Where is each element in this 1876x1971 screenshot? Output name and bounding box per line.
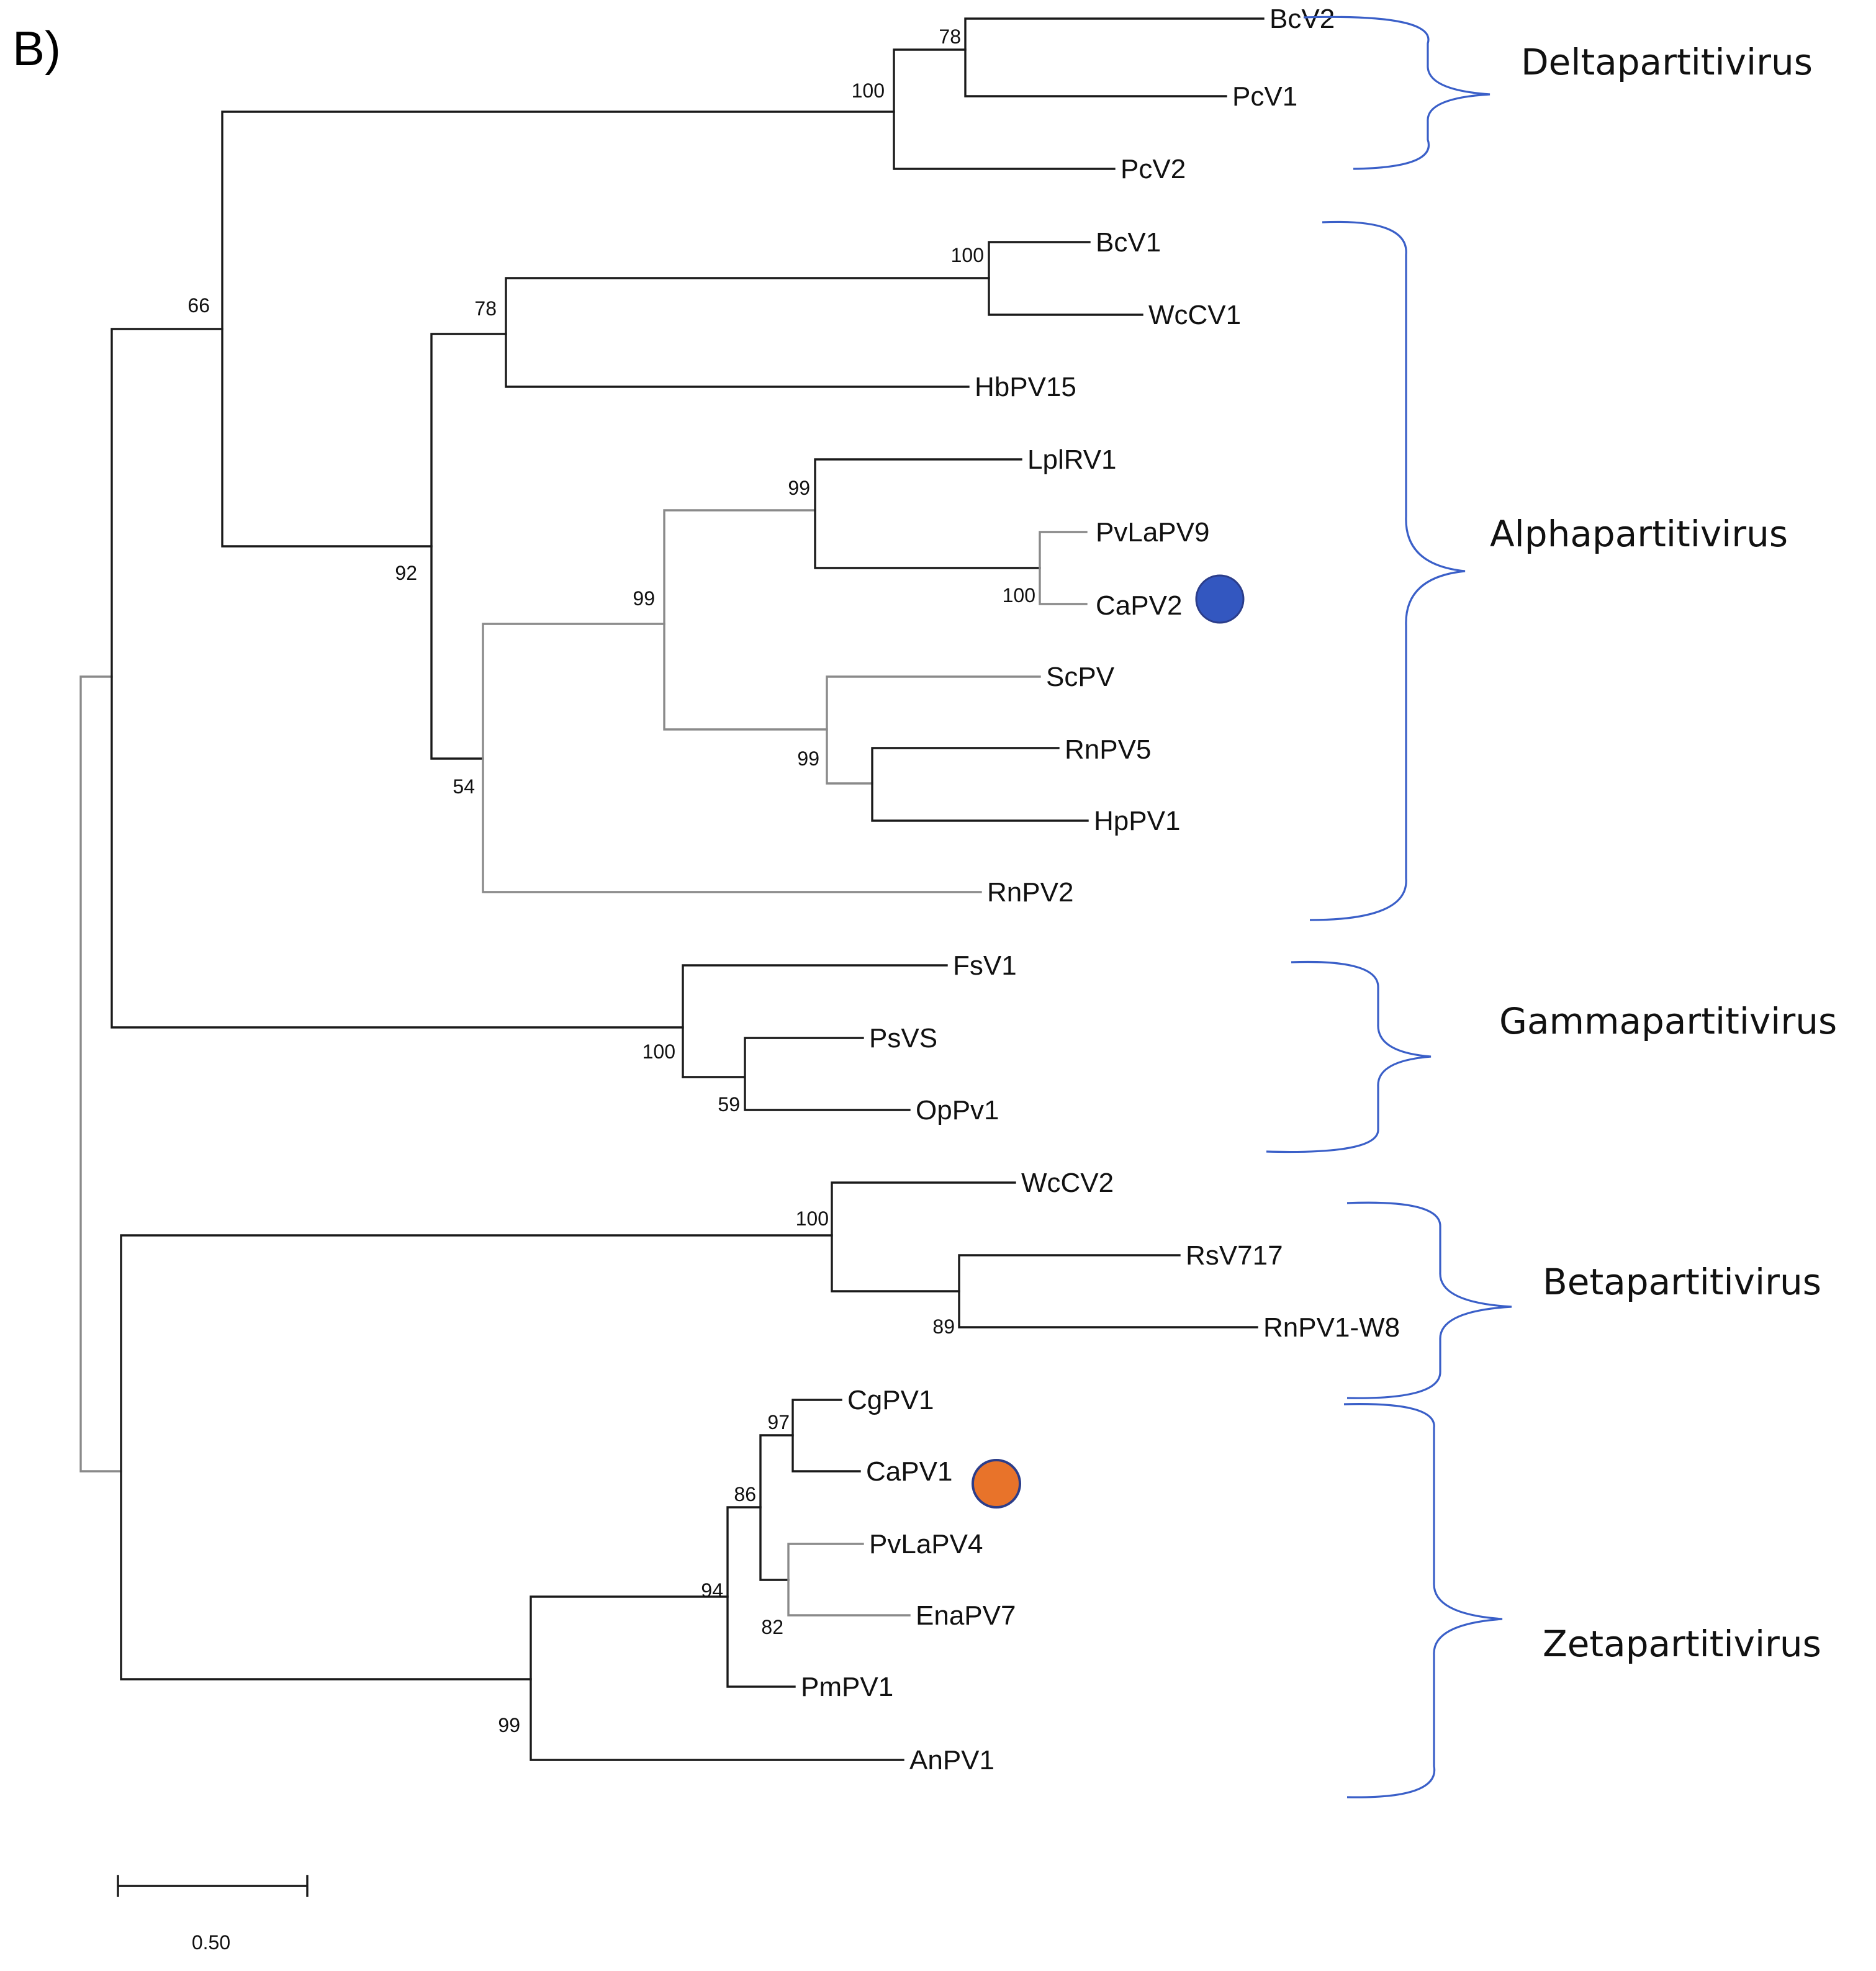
leaf-label: BcV1	[1096, 227, 1161, 258]
bootstrap-value: 99	[788, 477, 810, 499]
bootstrap-value: 54	[453, 775, 475, 798]
branch-rsv-rnpv1	[958, 1254, 1258, 1328]
leaf-label: PvLaPV9	[1096, 517, 1209, 548]
branch-delta-alpha	[221, 111, 895, 548]
leaf-label: WcCV1	[1148, 300, 1241, 330]
bootstrap-value: 78	[939, 25, 961, 48]
branch-zeta-mid	[726, 1506, 796, 1688]
bootstrap-value: 100	[951, 244, 984, 266]
bootstrap-value: 99	[633, 587, 655, 610]
branch-psvs-oppv1	[682, 1037, 911, 1111]
branch-bcv2-pcv1	[964, 17, 1265, 97]
scale-bar: 0.50	[117, 1875, 309, 1954]
branch-pvla9-capv2	[1039, 531, 1088, 605]
leaf-label: RnPV5	[1065, 734, 1151, 765]
branch-bcv1-wccv1	[988, 241, 1143, 316]
leaf-label: CaPV1	[866, 1456, 952, 1487]
leaf-label: CaPV2	[1096, 590, 1182, 621]
tree-branches	[79, 17, 1265, 1761]
bootstrap-value: 66	[187, 294, 210, 317]
scale-bar-label: 0.50	[192, 1931, 230, 1954]
bootstrap-value: 94	[701, 1579, 723, 1602]
branch-delta	[893, 48, 1116, 170]
clade-braces	[1266, 16, 1512, 1798]
capv2-marker	[1195, 574, 1245, 624]
leaf-label: PmPV1	[801, 1672, 893, 1702]
alpha-brace	[1309, 220, 1466, 921]
leaf-label: AnPV1	[909, 1745, 994, 1775]
zeta-brace	[1343, 1403, 1503, 1798]
clade-label-gamma: Gammapartitivirus	[1499, 1000, 1837, 1042]
clade-label-alpha: Alphapartitivirus	[1490, 513, 1788, 555]
root-branch	[79, 675, 122, 1473]
leaf-label: FsV1	[953, 950, 1017, 981]
bootstrap-value: 92	[395, 562, 417, 584]
branch-sc-group	[826, 675, 1041, 785]
leaf-label: LplRV1	[1027, 444, 1117, 475]
leaf-label: HpPV1	[1094, 806, 1180, 836]
bootstrap-value: 78	[474, 297, 497, 320]
bootstrap-values: 78 100 66 100 78 92 99 100 99 99 54 100 …	[187, 25, 1035, 1736]
branch-lpl-group	[814, 458, 1041, 569]
bootstrap-value: 100	[796, 1207, 829, 1230]
branch-alpha-inner	[663, 509, 828, 731]
leaf-label: PvLaPV4	[869, 1529, 983, 1559]
bootstrap-value: 97	[767, 1411, 790, 1433]
leaf-label: ScPV	[1046, 662, 1115, 692]
branch-upper-clade	[110, 328, 684, 1029]
leaf-label: RnPV2	[987, 877, 1073, 908]
branch-alpha	[430, 333, 507, 760]
leaf-label: BcV2	[1269, 4, 1335, 34]
clade-label-beta: Betapartitivirus	[1543, 1261, 1821, 1303]
delta-brace	[1303, 16, 1490, 170]
bootstrap-value: 82	[761, 1616, 783, 1638]
scale-bar-line	[117, 1875, 309, 1897]
branch-hb-group	[505, 277, 990, 388]
bootstrap-value: 59	[718, 1093, 740, 1116]
branch-alpha-lower	[482, 623, 982, 893]
leaf-label: RsV717	[1186, 1240, 1283, 1271]
leaf-label: PsVS	[869, 1023, 937, 1053]
bootstrap-value: 99	[498, 1714, 520, 1736]
bootstrap-value: 89	[932, 1315, 955, 1338]
branch-gamma	[682, 964, 948, 1078]
leaf-label: OpPv1	[916, 1095, 999, 1125]
branch-rnpv5-hppv1	[871, 747, 1089, 822]
clade-labels: Deltapartitivirus Alphapartitivirus Gamm…	[1490, 41, 1837, 1665]
bootstrap-value: 86	[734, 1483, 756, 1505]
leaf-label: HbPV15	[975, 372, 1076, 402]
bootstrap-value: 99	[797, 747, 819, 770]
branch-pvla4-ena	[787, 1543, 911, 1617]
branch-cg-capv1	[791, 1399, 861, 1473]
leaf-label: CgPV1	[847, 1385, 934, 1415]
gamma-brace	[1266, 960, 1432, 1153]
leaf-labels: BcV2 PcV1 PcV2 BcV1 WcCV1 HbPV15 LplRV1 …	[801, 4, 1400, 1775]
capv1-marker	[972, 1459, 1021, 1509]
branch-beta	[831, 1181, 1016, 1292]
branch-zeta	[530, 1595, 904, 1761]
panel-label: B)	[12, 21, 61, 76]
bootstrap-value: 100	[852, 79, 885, 102]
leaf-label: PcV2	[1121, 154, 1186, 184]
leaf-label: EnaPV7	[916, 1600, 1016, 1631]
beta-brace	[1346, 1201, 1512, 1399]
bootstrap-value: 100	[1003, 584, 1035, 607]
clade-label-zeta: Zetapartitivirus	[1543, 1623, 1821, 1665]
leaf-label: PcV1	[1232, 81, 1297, 112]
clade-label-delta: Deltapartitivirus	[1521, 41, 1813, 83]
bootstrap-value: 100	[643, 1040, 675, 1063]
branch-zeta-inner	[759, 1434, 794, 1581]
branch-lower-clade	[120, 1234, 833, 1680]
leaf-label: RnPV1-W8	[1263, 1312, 1400, 1343]
leaf-label: WcCV2	[1021, 1168, 1114, 1198]
